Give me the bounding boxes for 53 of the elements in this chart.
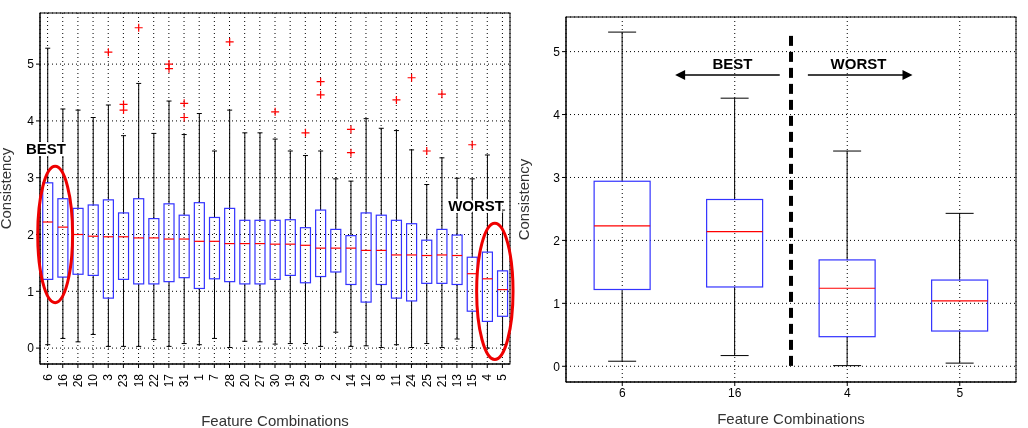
x-tick-label: 29: [298, 373, 313, 388]
annotation: WORST: [830, 54, 887, 72]
x-tick-label: 22: [146, 373, 161, 388]
x-axis-title: Feature Combinations: [201, 412, 349, 428]
x-tick-label: 31: [177, 373, 192, 388]
y-tick-label: 2: [27, 227, 35, 242]
x-tick-label: 6: [40, 373, 55, 381]
x-tick-label: 27: [252, 373, 267, 388]
x-tick-label: 19: [283, 373, 298, 388]
x-tick-label: 1: [192, 373, 207, 381]
y-tick-label: 4: [553, 107, 561, 122]
x-tick-label: 26: [70, 373, 85, 388]
annotation: BEST: [712, 54, 753, 72]
x-tick-label: 24: [404, 373, 419, 388]
y-tick-label: 2: [553, 233, 561, 248]
x-tick-label: 10: [86, 373, 101, 388]
x-tick-label: 23: [116, 373, 131, 388]
x-tick-label: 11: [389, 373, 404, 387]
x-tick-label: 21: [434, 373, 449, 388]
x-tick-label: 25: [419, 373, 434, 388]
x-tick-label: 3: [101, 373, 116, 381]
x-tick-label: 20: [237, 373, 252, 388]
x-tick-label: 14: [343, 373, 358, 388]
y-tick-label: 4: [27, 114, 35, 129]
x-tick-label: 9: [313, 373, 328, 381]
y-tick-label: 3: [27, 170, 35, 185]
x-tick-label: 30: [268, 373, 282, 388]
x-axis-title: Feature Combinations: [717, 410, 865, 427]
y-axis-title: Consistency: [0, 147, 15, 230]
x-tick-label: 7: [207, 373, 222, 381]
x-tick-label: 8: [374, 373, 389, 381]
x-tick-label: 17: [161, 373, 176, 388]
x-tick-label: 28: [222, 373, 237, 388]
x-tick-label: 2: [328, 373, 343, 381]
x-tick-label: 16: [728, 385, 742, 400]
x-tick-label: 5: [956, 385, 964, 400]
x-tick-label: 4: [480, 373, 495, 381]
y-tick-label: 5: [27, 57, 35, 72]
y-tick-label: 1: [553, 296, 561, 311]
x-tick-label: 15: [465, 373, 480, 388]
x-tick-label: 12: [358, 373, 373, 388]
y-tick-label: 5: [553, 44, 561, 59]
x-tick-label: 6: [618, 385, 626, 400]
y-axis-title: Consistency: [515, 158, 533, 241]
y-tick-label: 0: [553, 359, 561, 374]
x-tick-label: 4: [843, 385, 851, 400]
y-tick-label: 3: [553, 170, 561, 185]
x-tick-label: 13: [449, 373, 464, 388]
x-tick-label: 16: [55, 373, 70, 388]
x-tick-label: 18: [131, 373, 146, 388]
y-tick-label: 0: [27, 341, 35, 356]
y-tick-label: 1: [27, 284, 35, 299]
x-tick-label: 5: [495, 373, 510, 381]
